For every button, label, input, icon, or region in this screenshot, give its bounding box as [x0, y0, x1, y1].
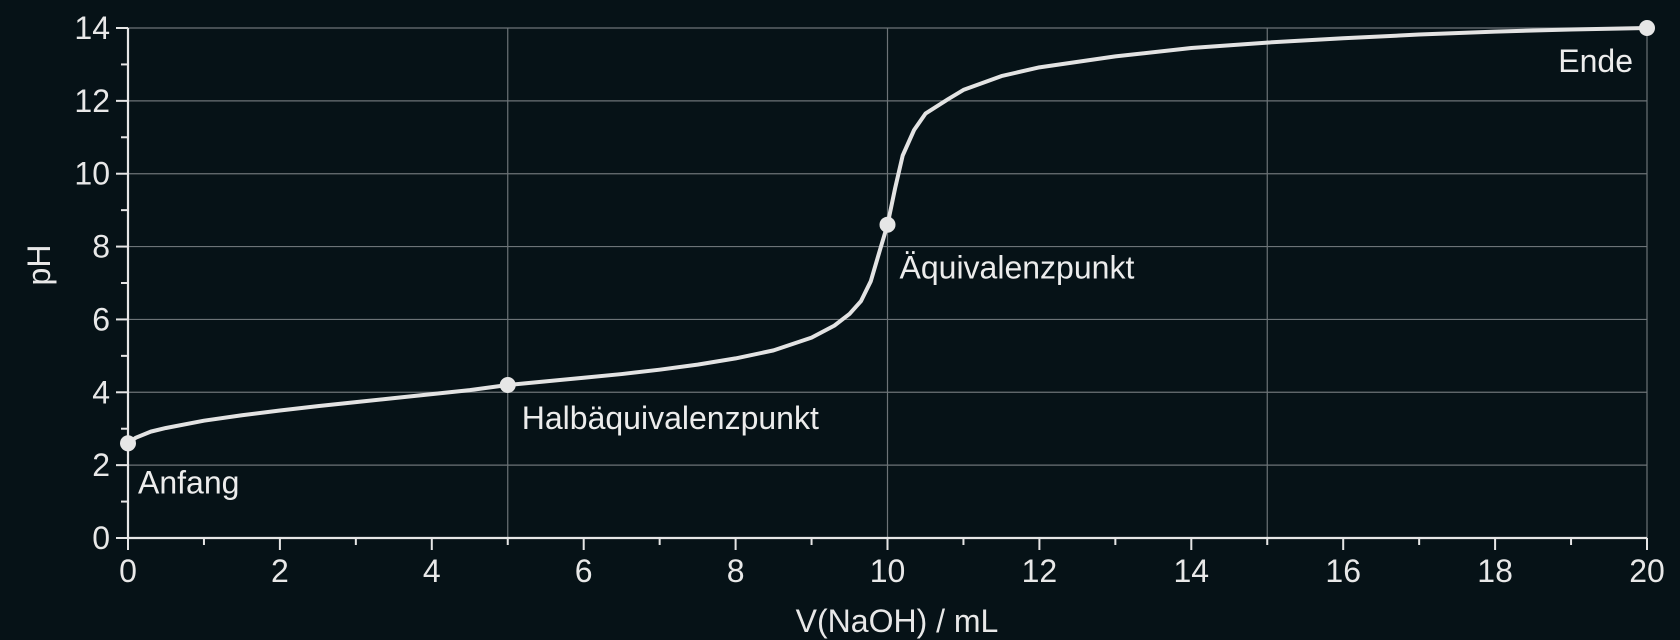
- x-tick-label: 0: [119, 553, 137, 589]
- marker-aquivalenzpunkt: [879, 216, 896, 233]
- y-tick-label: 14: [74, 10, 110, 46]
- grid-lines: [128, 27, 1648, 538]
- x-tick-label: 20: [1629, 553, 1665, 589]
- y-tick-label: 4: [92, 374, 110, 410]
- x-tick-label: 6: [575, 553, 593, 589]
- x-tick-label: 2: [271, 553, 289, 589]
- marker-halbaquivalenzpunkt: [499, 377, 516, 393]
- marker-ende: [1639, 20, 1655, 36]
- y-tick-label: 10: [74, 156, 110, 192]
- y-tick-label: 0: [92, 520, 110, 556]
- annotation-ende: Ende: [1558, 43, 1633, 79]
- x-axis-title: V(NaOH) / mL: [796, 603, 999, 639]
- annotation-aquivalenzpunkt: Äquivalenzpunkt: [900, 250, 1135, 286]
- y-tick-label: 6: [92, 301, 110, 337]
- x-tick-label: 4: [423, 553, 441, 589]
- titration-curve: [126, 26, 1649, 446]
- x-tick-label: 16: [1325, 553, 1361, 589]
- y-tick-label: 8: [92, 229, 110, 265]
- annotation-halbaquivalenzpunkt: Halbäquivalenzpunkt: [522, 400, 819, 436]
- y-axis-ticks: 0 2 4 6 8 10 12 14: [74, 10, 128, 556]
- y-axis-title: pH: [21, 245, 57, 286]
- y-tick-label: 2: [92, 447, 110, 483]
- point-annotations: Anfang Halbäquivalenzpunkt Äquivalenzpunkt…: [138, 43, 1633, 500]
- x-axis-ticks: 0 2 4 6 8 10 12 14 16 18 20: [119, 538, 1665, 589]
- marker-anfang: [120, 435, 136, 452]
- x-tick-label: 18: [1477, 553, 1513, 589]
- annotation-anfang: Anfang: [138, 464, 239, 500]
- y-tick-label: 12: [74, 83, 110, 119]
- x-tick-label: 12: [1022, 553, 1058, 589]
- x-tick-label: 10: [870, 553, 906, 589]
- x-tick-label: 14: [1174, 553, 1210, 589]
- curve-markers: [120, 20, 1655, 452]
- x-tick-label: 8: [727, 553, 745, 589]
